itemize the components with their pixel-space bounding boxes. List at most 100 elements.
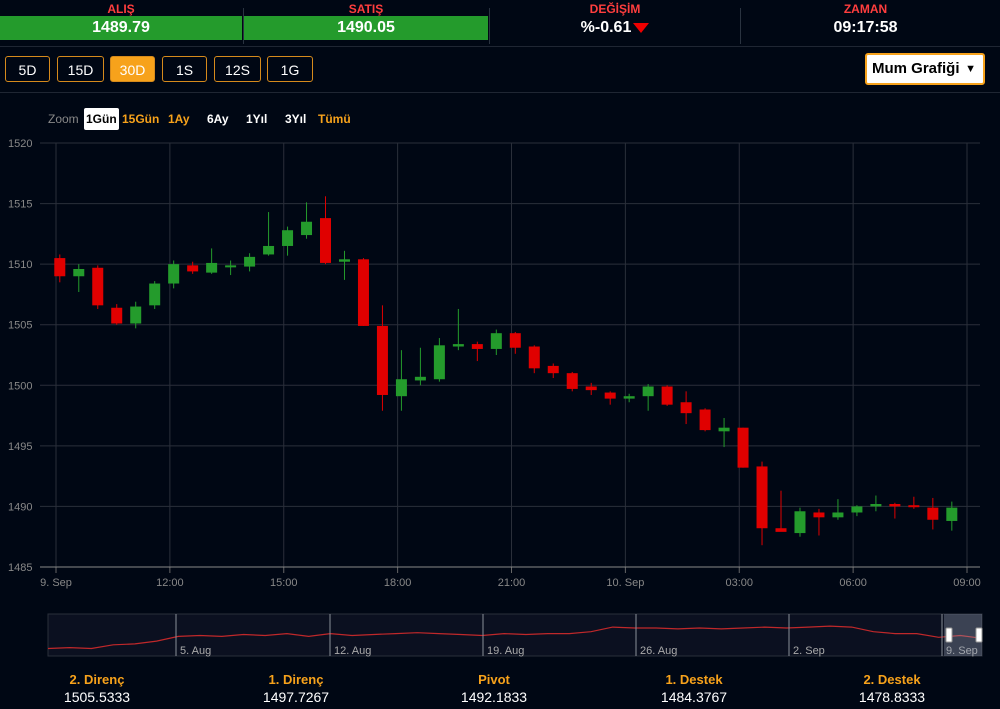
y-tick-label: 1490	[8, 501, 32, 513]
candle-body	[54, 258, 66, 277]
navigator[interactable]: 5. Aug 12. Aug 19. Aug 26. Aug 2. Sep 9. Sep	[0, 608, 1000, 668]
pivot-label: 2. Direnç	[69, 672, 125, 687]
candle-body	[414, 376, 426, 381]
candle	[225, 260, 237, 276]
divider	[0, 46, 1000, 47]
pivot-support-1: 1. Destek 1484.3767	[604, 672, 784, 707]
period-button-12s[interactable]: 12S	[214, 56, 261, 82]
x-tick-label: 12:00	[156, 577, 184, 589]
candle-body	[509, 333, 521, 348]
candle-body	[471, 344, 483, 349]
candle	[111, 304, 123, 325]
candle	[130, 301, 142, 329]
candle	[908, 496, 920, 509]
navigator-label: 26. Aug	[640, 645, 677, 657]
candle-body	[547, 365, 559, 374]
pivot-center: Pivot 1492.1833	[404, 672, 584, 707]
candle-body	[338, 259, 350, 262]
candle-body	[149, 283, 161, 306]
candle	[642, 384, 654, 411]
candle	[699, 408, 711, 432]
zoom-option-6ay[interactable]: 6Ay	[207, 112, 229, 126]
period-button-1g[interactable]: 1G	[267, 56, 313, 82]
zoom-option-1gun[interactable]: 1Gün	[84, 108, 119, 130]
y-tick-label: 1495	[8, 441, 32, 453]
y-tick-label: 1500	[8, 380, 32, 392]
divider	[740, 8, 741, 44]
period-button-5d[interactable]: 5D	[5, 56, 50, 82]
pivot-value: 1505.5333	[63, 689, 131, 705]
zoom-option-3yil[interactable]: 3Yıl	[285, 112, 307, 126]
candle-body	[889, 504, 901, 507]
down-arrow-icon	[633, 22, 650, 33]
period-button-30d[interactable]: 30D	[110, 56, 155, 82]
pivot-support-2: 2. Destek 1478.8333	[802, 672, 982, 707]
navigator-handle-right	[975, 627, 983, 643]
candle	[813, 508, 825, 536]
pivot-value: 1497.7267	[262, 689, 330, 705]
divider	[489, 8, 490, 44]
candle	[376, 305, 388, 411]
y-tick-label: 1515	[8, 199, 32, 211]
change-cell: DEĞİŞİM %-0.61	[490, 0, 740, 46]
candle-body	[737, 427, 749, 468]
candle	[357, 258, 369, 326]
bid-value: 1489.79	[0, 16, 242, 40]
candle	[54, 254, 66, 283]
zoom-option-15gun[interactable]: 15Gün	[122, 112, 160, 126]
x-tick-label: 09:00	[953, 577, 981, 589]
candle-body	[92, 267, 104, 306]
period-button-1s[interactable]: 1S	[162, 56, 207, 82]
zoom-option-1ay[interactable]: 1Ay	[168, 112, 190, 126]
candle	[547, 363, 559, 379]
candle-body	[927, 507, 939, 520]
candle-body	[623, 396, 635, 399]
candle	[187, 261, 199, 274]
pivot-resistance-2: 2. Direnç 1505.5333	[7, 672, 187, 707]
candle	[149, 281, 161, 309]
candle-body	[851, 506, 863, 513]
candle	[452, 308, 464, 351]
candle	[395, 350, 407, 411]
change-label: DEĞİŞİM	[589, 2, 641, 16]
candle	[623, 393, 635, 403]
candle	[889, 502, 901, 519]
candle-body	[130, 306, 142, 324]
candle-body	[187, 265, 199, 272]
chart-type-value: Mum Grafiği	[872, 60, 960, 77]
x-tick-label: 21:00	[498, 577, 526, 589]
candle-body	[376, 325, 388, 395]
candlestick-chart[interactable]: 1520 1515 1510 1505 1500 1495 1490 1485 9. Sep 1…	[0, 0, 1000, 600]
pivot-value: 1484.3767	[660, 689, 728, 705]
candle-body	[585, 386, 597, 391]
candle-body	[718, 427, 730, 432]
divider	[243, 8, 244, 44]
ask-label: SATIŞ	[348, 2, 384, 16]
x-tick-label: 9. Sep	[40, 577, 72, 589]
period-button-15d[interactable]: 15D	[57, 56, 104, 82]
candle-body	[908, 505, 920, 508]
candle-body	[168, 264, 180, 284]
candle-body	[699, 409, 711, 431]
y-tick-label: 1505	[8, 320, 32, 332]
candle-body	[490, 333, 502, 349]
time-cell: ZAMAN 09:17:58	[741, 0, 990, 46]
candle	[927, 497, 939, 530]
candle	[414, 347, 426, 386]
candle-body	[320, 218, 332, 263]
navigator-label: 5. Aug	[180, 645, 211, 657]
candle-body	[111, 307, 123, 324]
quote-bar: ALIŞ 1489.79 SATIŞ 1490.05 DEĞİŞİM %-0.6…	[0, 0, 1000, 46]
candle	[604, 391, 616, 405]
candle	[851, 505, 863, 517]
candle	[206, 248, 218, 274]
x-tick-label: 18:00	[384, 577, 412, 589]
candle-body	[225, 265, 237, 268]
candle	[338, 250, 350, 280]
chart-type-select[interactable]: Mum Grafiği ▼	[865, 53, 985, 85]
zoom-option-1yil[interactable]: 1Yıl	[246, 112, 268, 126]
candle-body	[832, 512, 844, 518]
bid-label: ALIŞ	[107, 2, 135, 16]
zoom-option-tumu[interactable]: Tümü	[318, 112, 351, 126]
pivot-label: 1. Direnç	[268, 672, 324, 687]
